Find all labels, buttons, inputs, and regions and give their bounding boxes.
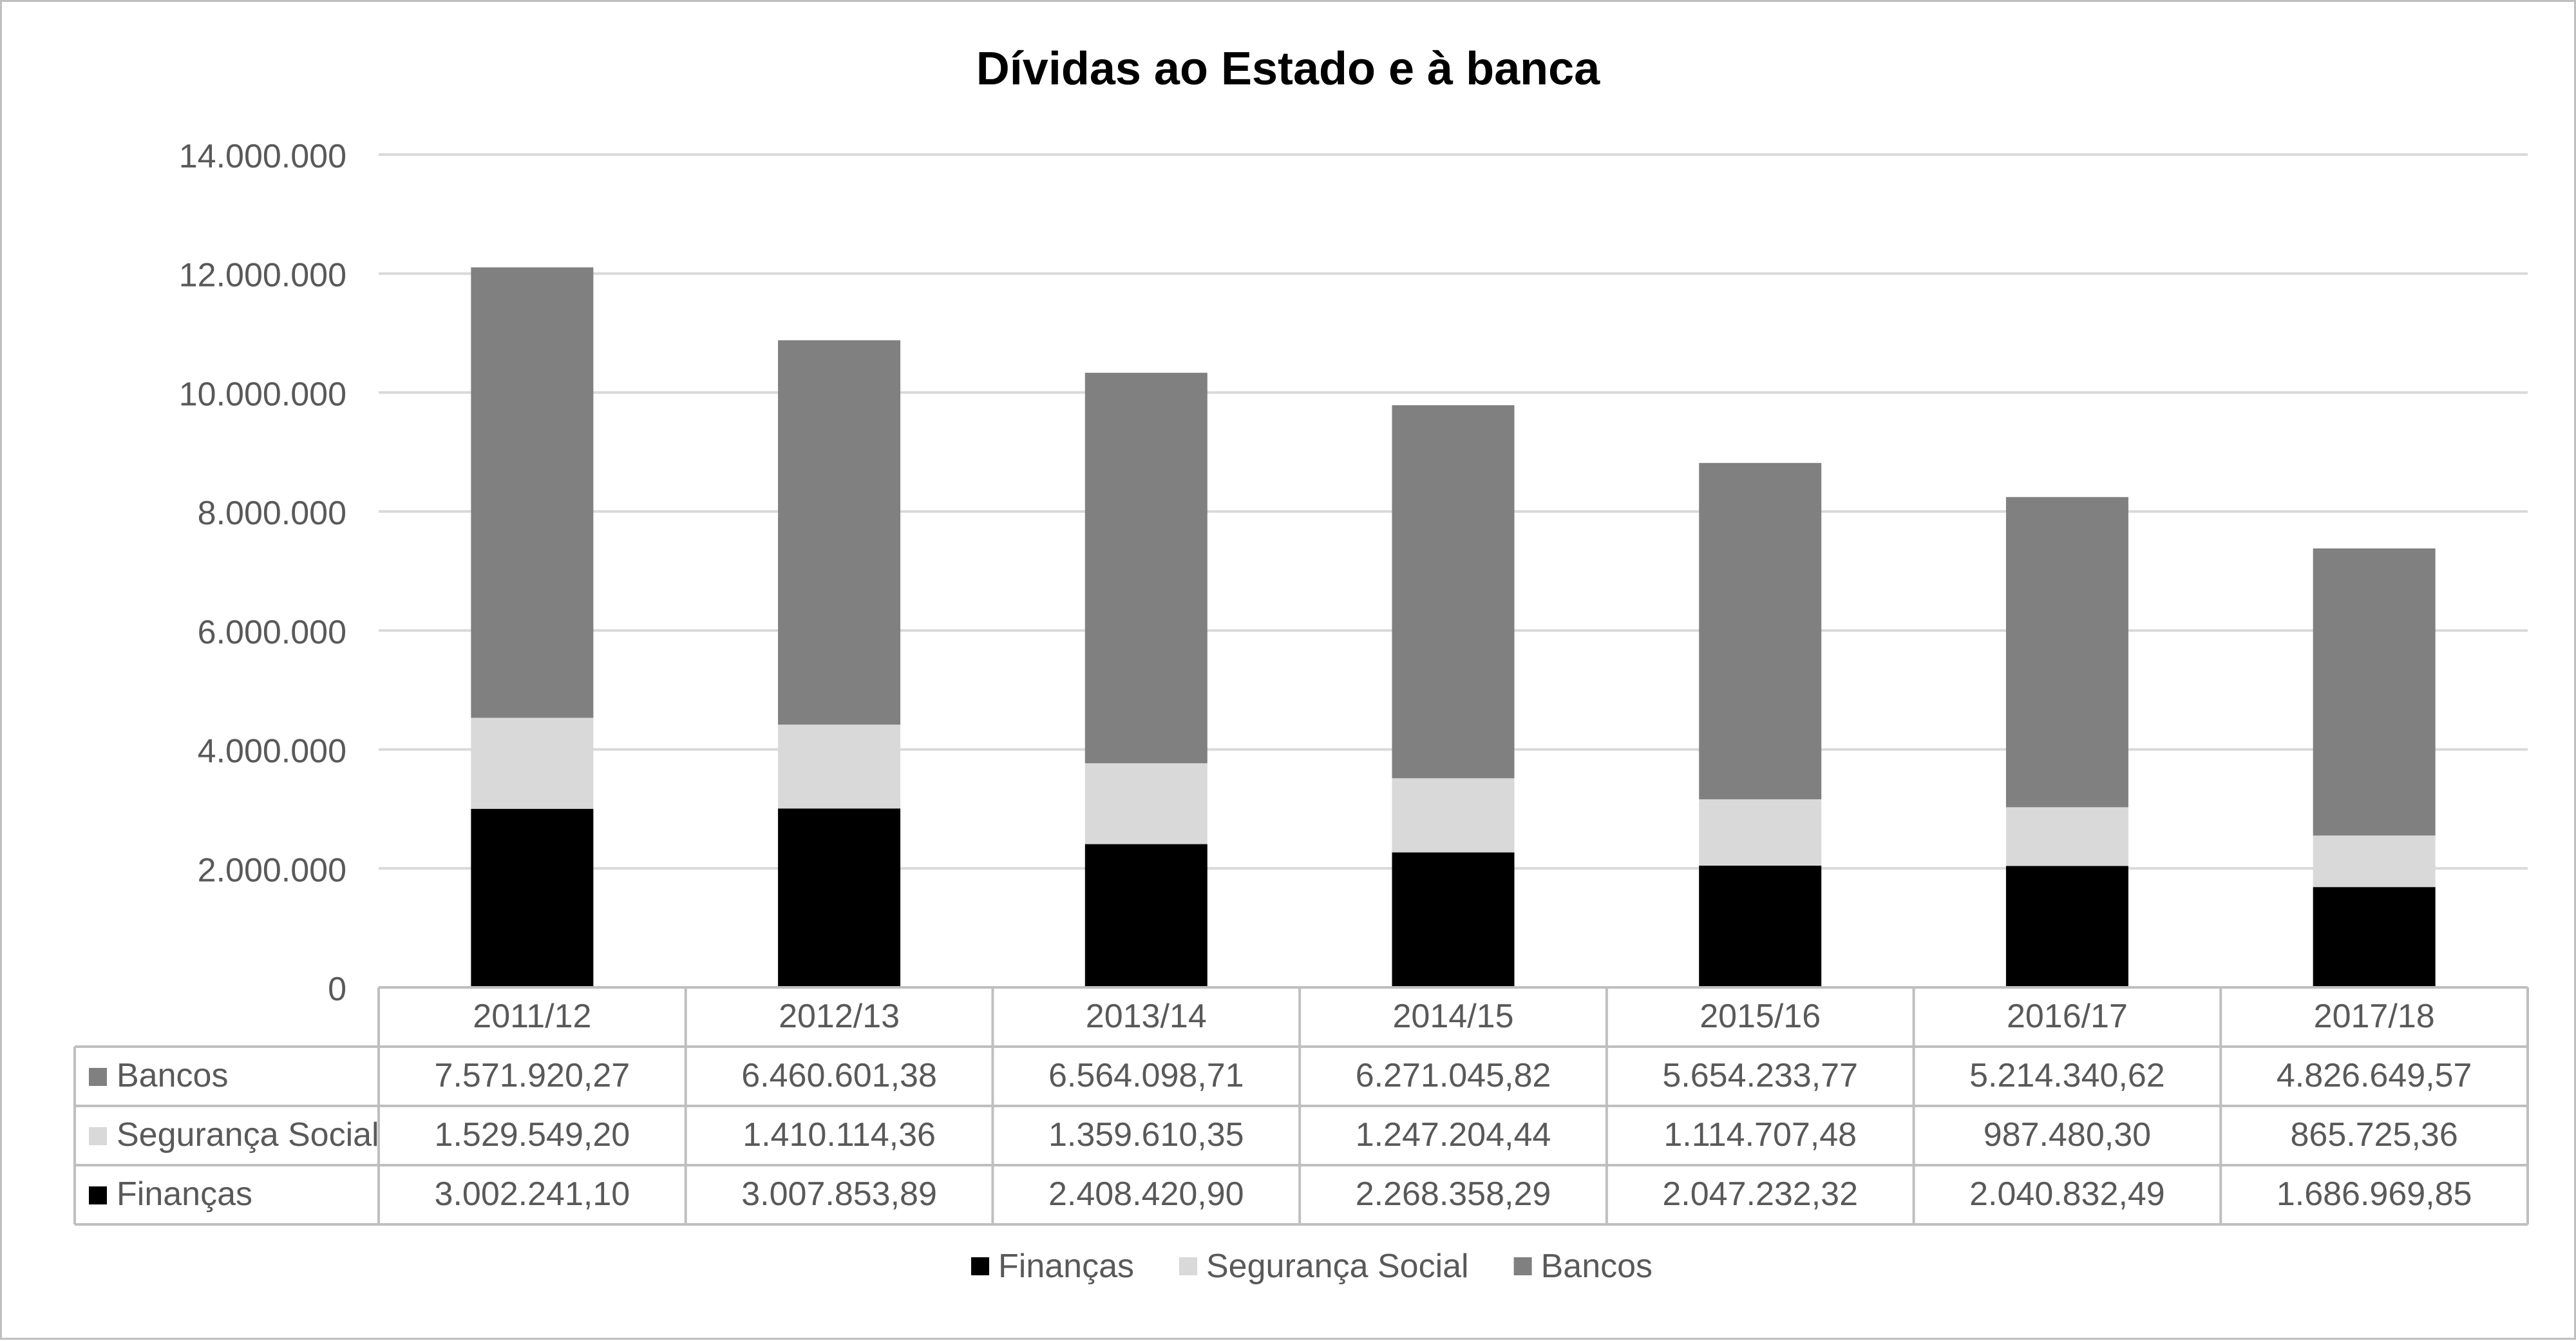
bar-bancos (471, 267, 594, 718)
table-value: 2.040.832,49 (1969, 1175, 2165, 1213)
y-tick-label: 10.000.000 (179, 376, 346, 413)
y-tick-label: 14.000.000 (179, 138, 346, 175)
table-value: 865.725,36 (2291, 1116, 2458, 1154)
category-label: 2015/16 (1700, 998, 1821, 1035)
bar-bancos (2005, 497, 2128, 808)
legend-key-financas (971, 1257, 989, 1275)
bar-seguranca-social (1392, 778, 1515, 853)
y-tick-label: 4.000.000 (198, 733, 346, 770)
bar-financas (2005, 866, 2128, 987)
bar-bancos (2313, 548, 2436, 836)
table-value: 5.214.340,62 (1969, 1057, 2165, 1094)
table-value: 3.002.241,10 (435, 1175, 630, 1213)
y-tick-label: 8.000.000 (198, 495, 346, 532)
table-value: 2.047.232,32 (1662, 1175, 1858, 1213)
table-value: 1.359.610,35 (1048, 1116, 1244, 1154)
table-row-label-financas: Finanças (117, 1175, 252, 1213)
table-legend-key-bancos (89, 1068, 107, 1086)
y-axis-tick-labels: 0 2.000.000 4.000.000 6.000.000 8.000.000 10.… (179, 138, 346, 1008)
y-tick-label: 0 (328, 971, 346, 1008)
table-value: 6.271.045,82 (1356, 1057, 1551, 1094)
chart-title: Dívidas ao Estado e à banca (976, 43, 1600, 95)
bar-bancos (1699, 462, 1822, 799)
legend-label-bancos: Bancos (1541, 1248, 1653, 1285)
category-label: 2014/15 (1393, 998, 1514, 1035)
bar-financas (1392, 852, 1515, 987)
table-value: 1.529.549,20 (435, 1116, 630, 1154)
table-row-label-seguranca-social: Segurança Social (117, 1116, 379, 1154)
table-value: 3.007.853,89 (741, 1175, 937, 1213)
bar-financas (471, 808, 594, 987)
table-value: 4.826.649,57 (2277, 1057, 2472, 1094)
y-tick-label: 6.000.000 (198, 614, 346, 651)
table-value: 6.460.601,38 (741, 1057, 937, 1094)
bar-bancos (778, 340, 901, 725)
table-value: 1.410.114,36 (743, 1116, 936, 1154)
table-value: 1.114.707,48 (1663, 1116, 1857, 1154)
bar-seguranca-social (2313, 835, 2436, 888)
category-label: 2017/18 (2314, 998, 2435, 1035)
category-label: 2012/13 (779, 998, 900, 1035)
bar-financas (1699, 865, 1822, 987)
table-legend-key-seguranca-social (89, 1127, 107, 1145)
bar-seguranca-social (2005, 807, 2128, 866)
bar-seguranca-social (471, 718, 594, 809)
bar-financas (1084, 844, 1208, 987)
bar-seguranca-social (1699, 799, 1822, 866)
table-value: 987.480,30 (1984, 1116, 2151, 1154)
bar-financas (778, 808, 901, 987)
legend: Finanças Segurança Social Bancos (971, 1248, 1653, 1285)
table-value: 1.247.204,44 (1356, 1116, 1551, 1154)
category-label: 2013/14 (1086, 998, 1207, 1035)
table-value: 7.571.920,27 (435, 1057, 630, 1094)
bars (471, 267, 2436, 987)
legend-label-seguranca-social: Segurança Social (1206, 1248, 1469, 1285)
bar-seguranca-social (1084, 763, 1208, 844)
table-legend-key-financas (89, 1186, 107, 1204)
bar-bancos (1392, 405, 1515, 779)
table-value: 2.268.358,29 (1356, 1175, 1551, 1213)
bar-financas (2313, 887, 2436, 987)
bar-bancos (1084, 372, 1208, 763)
table-value: 6.564.098,71 (1048, 1057, 1244, 1094)
legend-label-financas: Finanças (998, 1248, 1134, 1285)
legend-key-bancos (1513, 1257, 1532, 1275)
legend-key-seguranca-social (1179, 1257, 1197, 1275)
data-table: 2011/12 2012/13 2013/14 2014/15 2015/16 2016/… (73, 986, 2529, 1226)
y-tick-label: 12.000.000 (179, 257, 346, 294)
table-value: 2.408.420,90 (1048, 1175, 1244, 1213)
category-label: 2011/12 (473, 998, 591, 1035)
bar-seguranca-social (778, 724, 901, 809)
table-value: 5.654.233,77 (1662, 1057, 1858, 1094)
table-value: 1.686.969,85 (2277, 1175, 2472, 1213)
table-row-label-bancos: Bancos (117, 1057, 228, 1094)
y-tick-label: 2.000.000 (198, 851, 346, 889)
category-label: 2016/17 (2007, 998, 2128, 1035)
